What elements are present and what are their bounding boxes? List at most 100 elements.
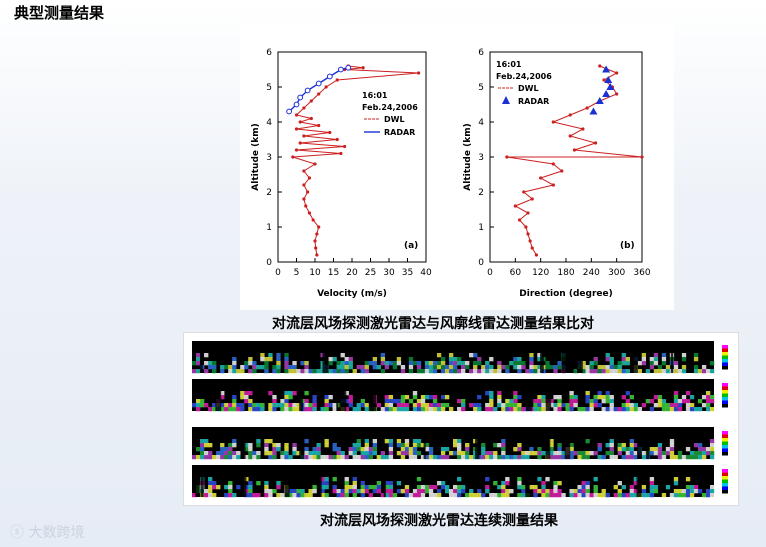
plot-cell (364, 403, 369, 408)
plot-cell (697, 443, 703, 448)
plot-cell (412, 395, 418, 400)
plot-cell (360, 365, 365, 370)
plot-cell (312, 451, 317, 456)
plot-cell (284, 391, 289, 396)
plot-cell (308, 493, 313, 498)
plot-cell (364, 455, 369, 460)
plot-cell (416, 489, 422, 494)
plot-cell (348, 489, 353, 494)
plot-cell (517, 485, 522, 490)
plot-cell (505, 403, 510, 408)
plot-cell (617, 481, 622, 486)
plot-cell (497, 443, 502, 448)
plot-cell (541, 493, 546, 498)
plot-cell (633, 443, 639, 448)
plot-cell (605, 493, 610, 498)
plot-cell (673, 365, 679, 370)
plot-cell (276, 447, 281, 452)
plot-cell (244, 361, 249, 366)
plot-cell (705, 451, 711, 456)
plot-cell (653, 485, 659, 490)
plot-cell (416, 443, 422, 448)
plot-cell (376, 403, 382, 408)
plot-cell (705, 489, 711, 494)
plot-cell (617, 447, 622, 452)
plot-cell (509, 361, 514, 366)
plot-cell (629, 439, 634, 444)
plot-cell (649, 451, 655, 456)
plot-cell (340, 489, 345, 494)
plot-cell (372, 443, 378, 448)
plot-cell (513, 399, 518, 404)
plot-cell (436, 361, 442, 366)
plot-cell (469, 493, 474, 498)
plot-cell (348, 447, 353, 452)
dwl-point (551, 120, 555, 124)
plot-cell (448, 493, 454, 498)
plot-cell (517, 455, 522, 460)
plot-cell (388, 361, 394, 366)
plot-cell (316, 369, 321, 374)
plot-cell (557, 395, 562, 400)
plot-cell (344, 407, 349, 412)
plot-cell (444, 489, 450, 494)
plot-cell (581, 361, 586, 366)
dwl-point (534, 253, 539, 257)
dwl-point (615, 71, 619, 75)
plot-cell (481, 493, 486, 498)
plot-cell (589, 361, 594, 366)
plot-cell (252, 361, 257, 366)
plot-cell (232, 399, 237, 404)
plot-cell (537, 369, 542, 374)
plot-cell (661, 407, 667, 412)
plot-cell (461, 407, 466, 412)
plot-cell (216, 485, 221, 490)
plot-cell (657, 395, 663, 400)
plot-cell (440, 365, 446, 370)
y-tick-label: 1 (478, 223, 484, 233)
plot-cell (204, 489, 209, 494)
plot-cell (621, 403, 626, 408)
plot-cell (332, 489, 337, 494)
plot-cell (268, 439, 273, 444)
plot-cell (485, 369, 490, 374)
plot-cell (609, 357, 614, 362)
plot-cell (601, 365, 606, 370)
plot-cell (320, 407, 325, 412)
plot-cell (669, 443, 675, 448)
plot-cell (280, 403, 285, 408)
plot-cell (256, 481, 261, 486)
plot-cell (465, 447, 470, 452)
color-bar-cell (722, 386, 728, 390)
plot-cell (709, 395, 715, 400)
plot-cell (553, 489, 558, 494)
plot-cell (248, 403, 253, 408)
plot-cell (248, 481, 253, 486)
plot-cell (665, 485, 671, 490)
plot-cell (296, 369, 301, 374)
plot-cell (485, 489, 490, 494)
plot-cell (376, 481, 382, 486)
plot-cell (432, 485, 438, 490)
plot-cell (681, 489, 687, 494)
plot-cell (525, 455, 530, 460)
plot-cell (501, 481, 506, 486)
plot-cell (581, 455, 586, 460)
dwl-point (615, 92, 619, 96)
plot-cell (685, 455, 691, 460)
plot-cell (284, 399, 289, 404)
plot-cell (705, 447, 711, 452)
plot-cell (412, 407, 418, 412)
plot-cell (272, 407, 277, 412)
plot-cell (400, 403, 406, 408)
plot-cell (609, 395, 614, 400)
dwl-point (526, 211, 530, 215)
plot-cell (236, 455, 241, 460)
plot-cell (709, 447, 715, 452)
color-bar-cell (722, 383, 728, 387)
plot-cell (244, 455, 249, 460)
plot-cell (228, 407, 233, 412)
plot-cell (196, 369, 201, 374)
plot-cell (513, 391, 518, 396)
color-bar-cell (722, 362, 728, 366)
